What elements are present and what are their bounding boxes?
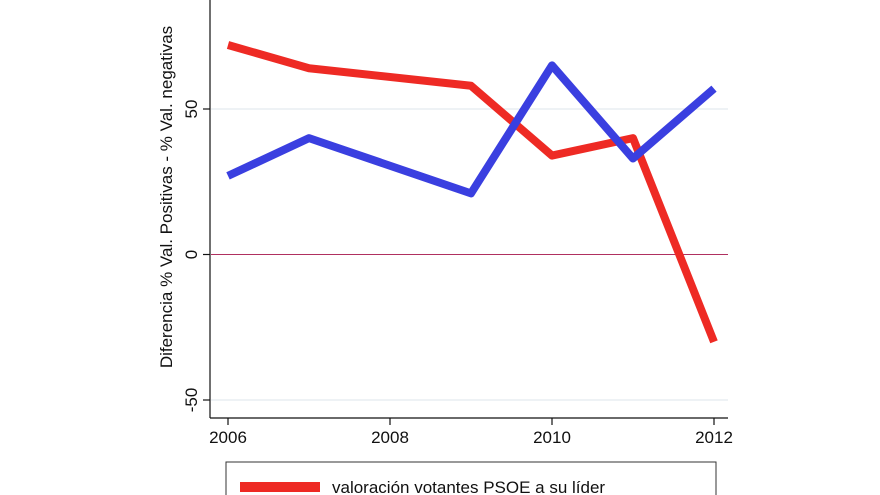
y-tick-label: 50 <box>182 100 201 119</box>
data-series <box>226 41 718 344</box>
y-tick-label: -50 <box>182 388 201 413</box>
y-axis-title: Diferencia % Val. Positivas - % Val. neg… <box>157 26 176 368</box>
x-tick-label: 2010 <box>533 428 571 447</box>
x-tick-label: 2006 <box>209 428 247 447</box>
x-tick-label: 2008 <box>371 428 409 447</box>
axis-ticks: -50 0 50 2006 2008 2010 2012 <box>182 100 733 447</box>
plot-area <box>210 0 728 418</box>
legend-label: valoración votantes PSOE a su líder <box>332 478 605 495</box>
series-line-0 <box>226 41 718 344</box>
axes <box>209 0 728 419</box>
legend: valoración votantes PSOE a su líder <box>225 461 717 495</box>
series-line-1 <box>226 61 717 198</box>
y-tick-label: 0 <box>182 250 201 259</box>
grid-lines <box>211 108 728 401</box>
x-tick-label: 2012 <box>695 428 733 447</box>
